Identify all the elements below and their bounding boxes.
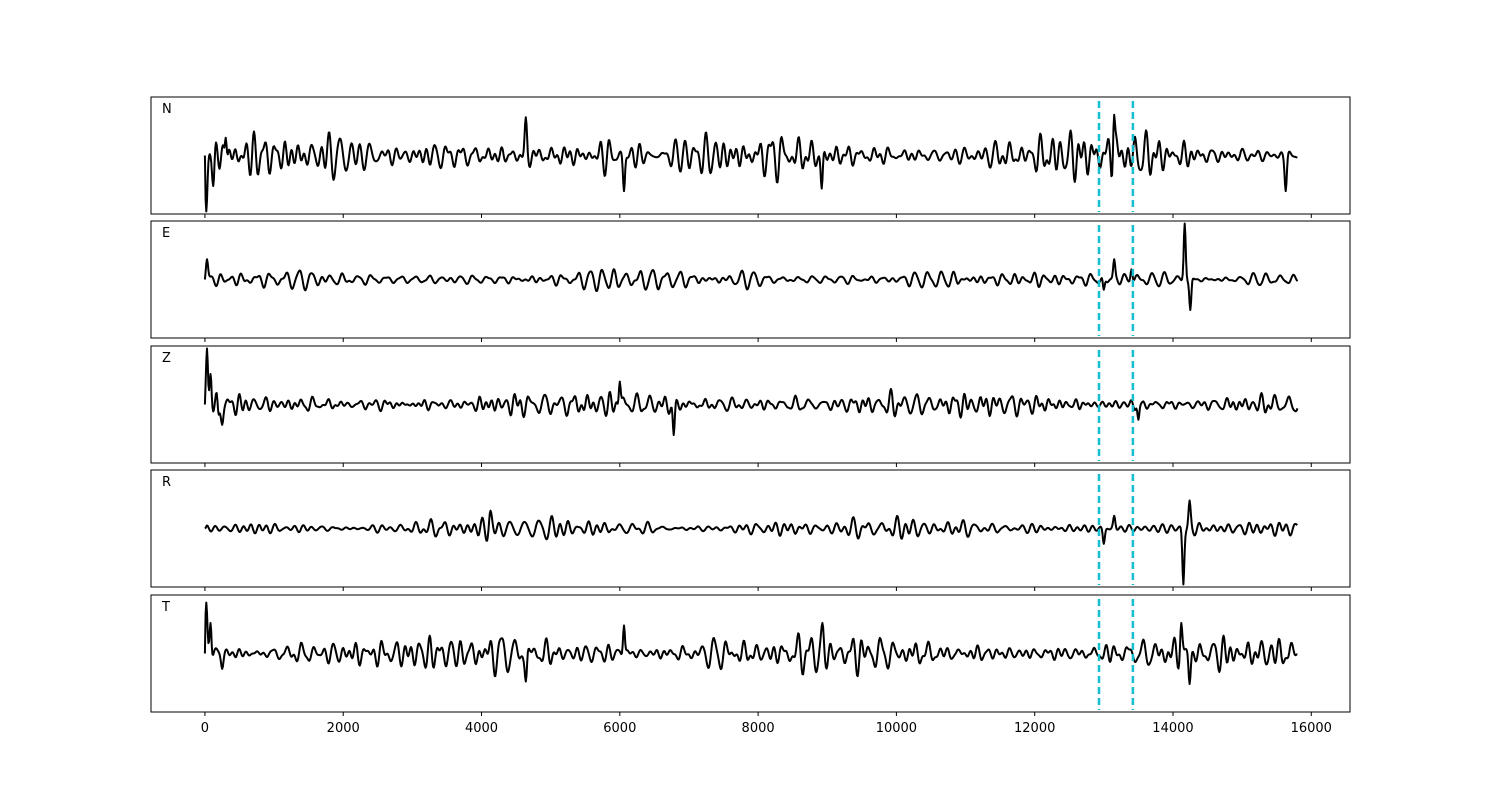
panel-t: T [150, 594, 1351, 716]
channel-label: R [162, 475, 171, 490]
trace-e [203, 222, 1299, 311]
channel-label: Z [162, 351, 171, 366]
panel-frame [150, 594, 1351, 713]
x-tick-label: 6000 [603, 721, 636, 736]
x-tick-label: 0 [201, 721, 209, 736]
panel-frame [150, 220, 1351, 339]
panel-frame [150, 469, 1351, 588]
x-tick-label: 2000 [327, 721, 360, 736]
x-tick-label: 4000 [465, 721, 498, 736]
x-tick-label: 10000 [876, 721, 917, 736]
panels-group: N E Z R T [150, 96, 1351, 716]
x-tick-label: 16000 [1291, 721, 1332, 736]
channel-label: T [161, 600, 170, 615]
x-axis: 0 2000 4000 6000 8000 10000 12000 14000 16000 [201, 721, 1332, 736]
panel-n: N [150, 96, 1351, 218]
panel-z: Z [150, 345, 1351, 467]
panel-frame [150, 96, 1351, 215]
x-tick-label: 8000 [742, 721, 775, 736]
panel-frame [150, 345, 1351, 464]
trace-r [204, 499, 1298, 586]
trace-n [203, 113, 1298, 213]
channel-label: E [162, 226, 170, 241]
channel-label: N [162, 102, 172, 117]
trace-z [203, 347, 1299, 436]
trace-t [203, 601, 1298, 685]
x-tick-label: 12000 [1014, 721, 1055, 736]
panel-r: R [150, 469, 1351, 591]
panel-e: E [150, 220, 1351, 342]
x-tick-label: 14000 [1152, 721, 1193, 736]
